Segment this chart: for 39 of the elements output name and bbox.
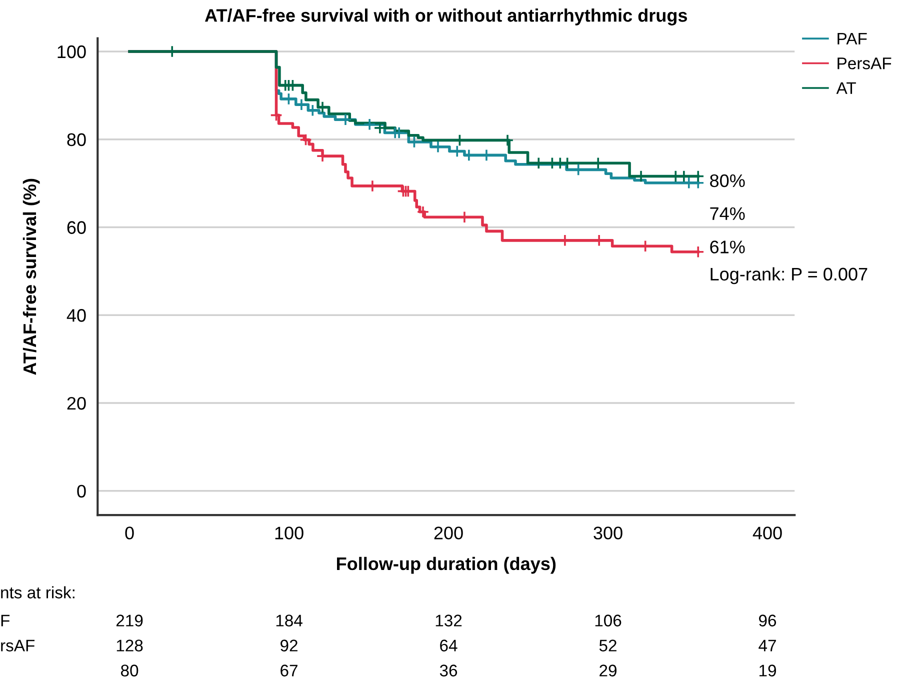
text: 106 [595,614,622,626]
legend-label: AT [836,82,856,94]
y-tick-label: 20 [67,396,86,410]
legend-label: PersAF [838,58,892,70]
text: 52 [599,640,616,652]
x-tick-label: 0 [125,526,134,540]
text: 184 [276,614,302,626]
text: F [1,614,10,626]
annotation: 80% [710,174,745,188]
x-tick-label: 200 [434,526,463,540]
text: rsAF [1,640,35,652]
x-tick-label: 100 [275,526,304,540]
chart-title: AT/AF-free survival with or without antiarrhythmic drugs [204,8,688,26]
text: 96 [759,614,776,626]
y-tick-label: 0 [77,484,86,498]
y-tick-label: 80 [67,133,86,146]
legend-label: PAF [838,32,867,44]
y-tick-label: 100 [58,45,86,58]
y-tick-label: 60 [67,221,86,234]
annotation: Log-rank: P = 0.007 [710,267,868,284]
text: nts at risk: [1,586,74,598]
text: 19 [760,664,776,676]
text: 80 [120,664,138,676]
text: 67 [280,664,298,676]
text: 29 [600,664,616,676]
text: 64 [440,640,458,652]
text: 219 [116,614,143,626]
annotation: 61% [710,240,745,254]
text: 128 [116,640,143,652]
x-tick-label: 400 [752,526,782,540]
text: 132 [436,614,462,626]
text: 47 [758,640,776,652]
x-tick-label: 300 [594,526,622,540]
text: 36 [440,664,458,676]
x-axis-title: Follow-up duration (days) [337,556,556,574]
text: 92 [280,640,298,652]
annotation: 74% [710,207,745,220]
y-axis-title: AT/AF-free survival (%) [22,178,40,375]
y-tick-label: 40 [66,309,86,322]
